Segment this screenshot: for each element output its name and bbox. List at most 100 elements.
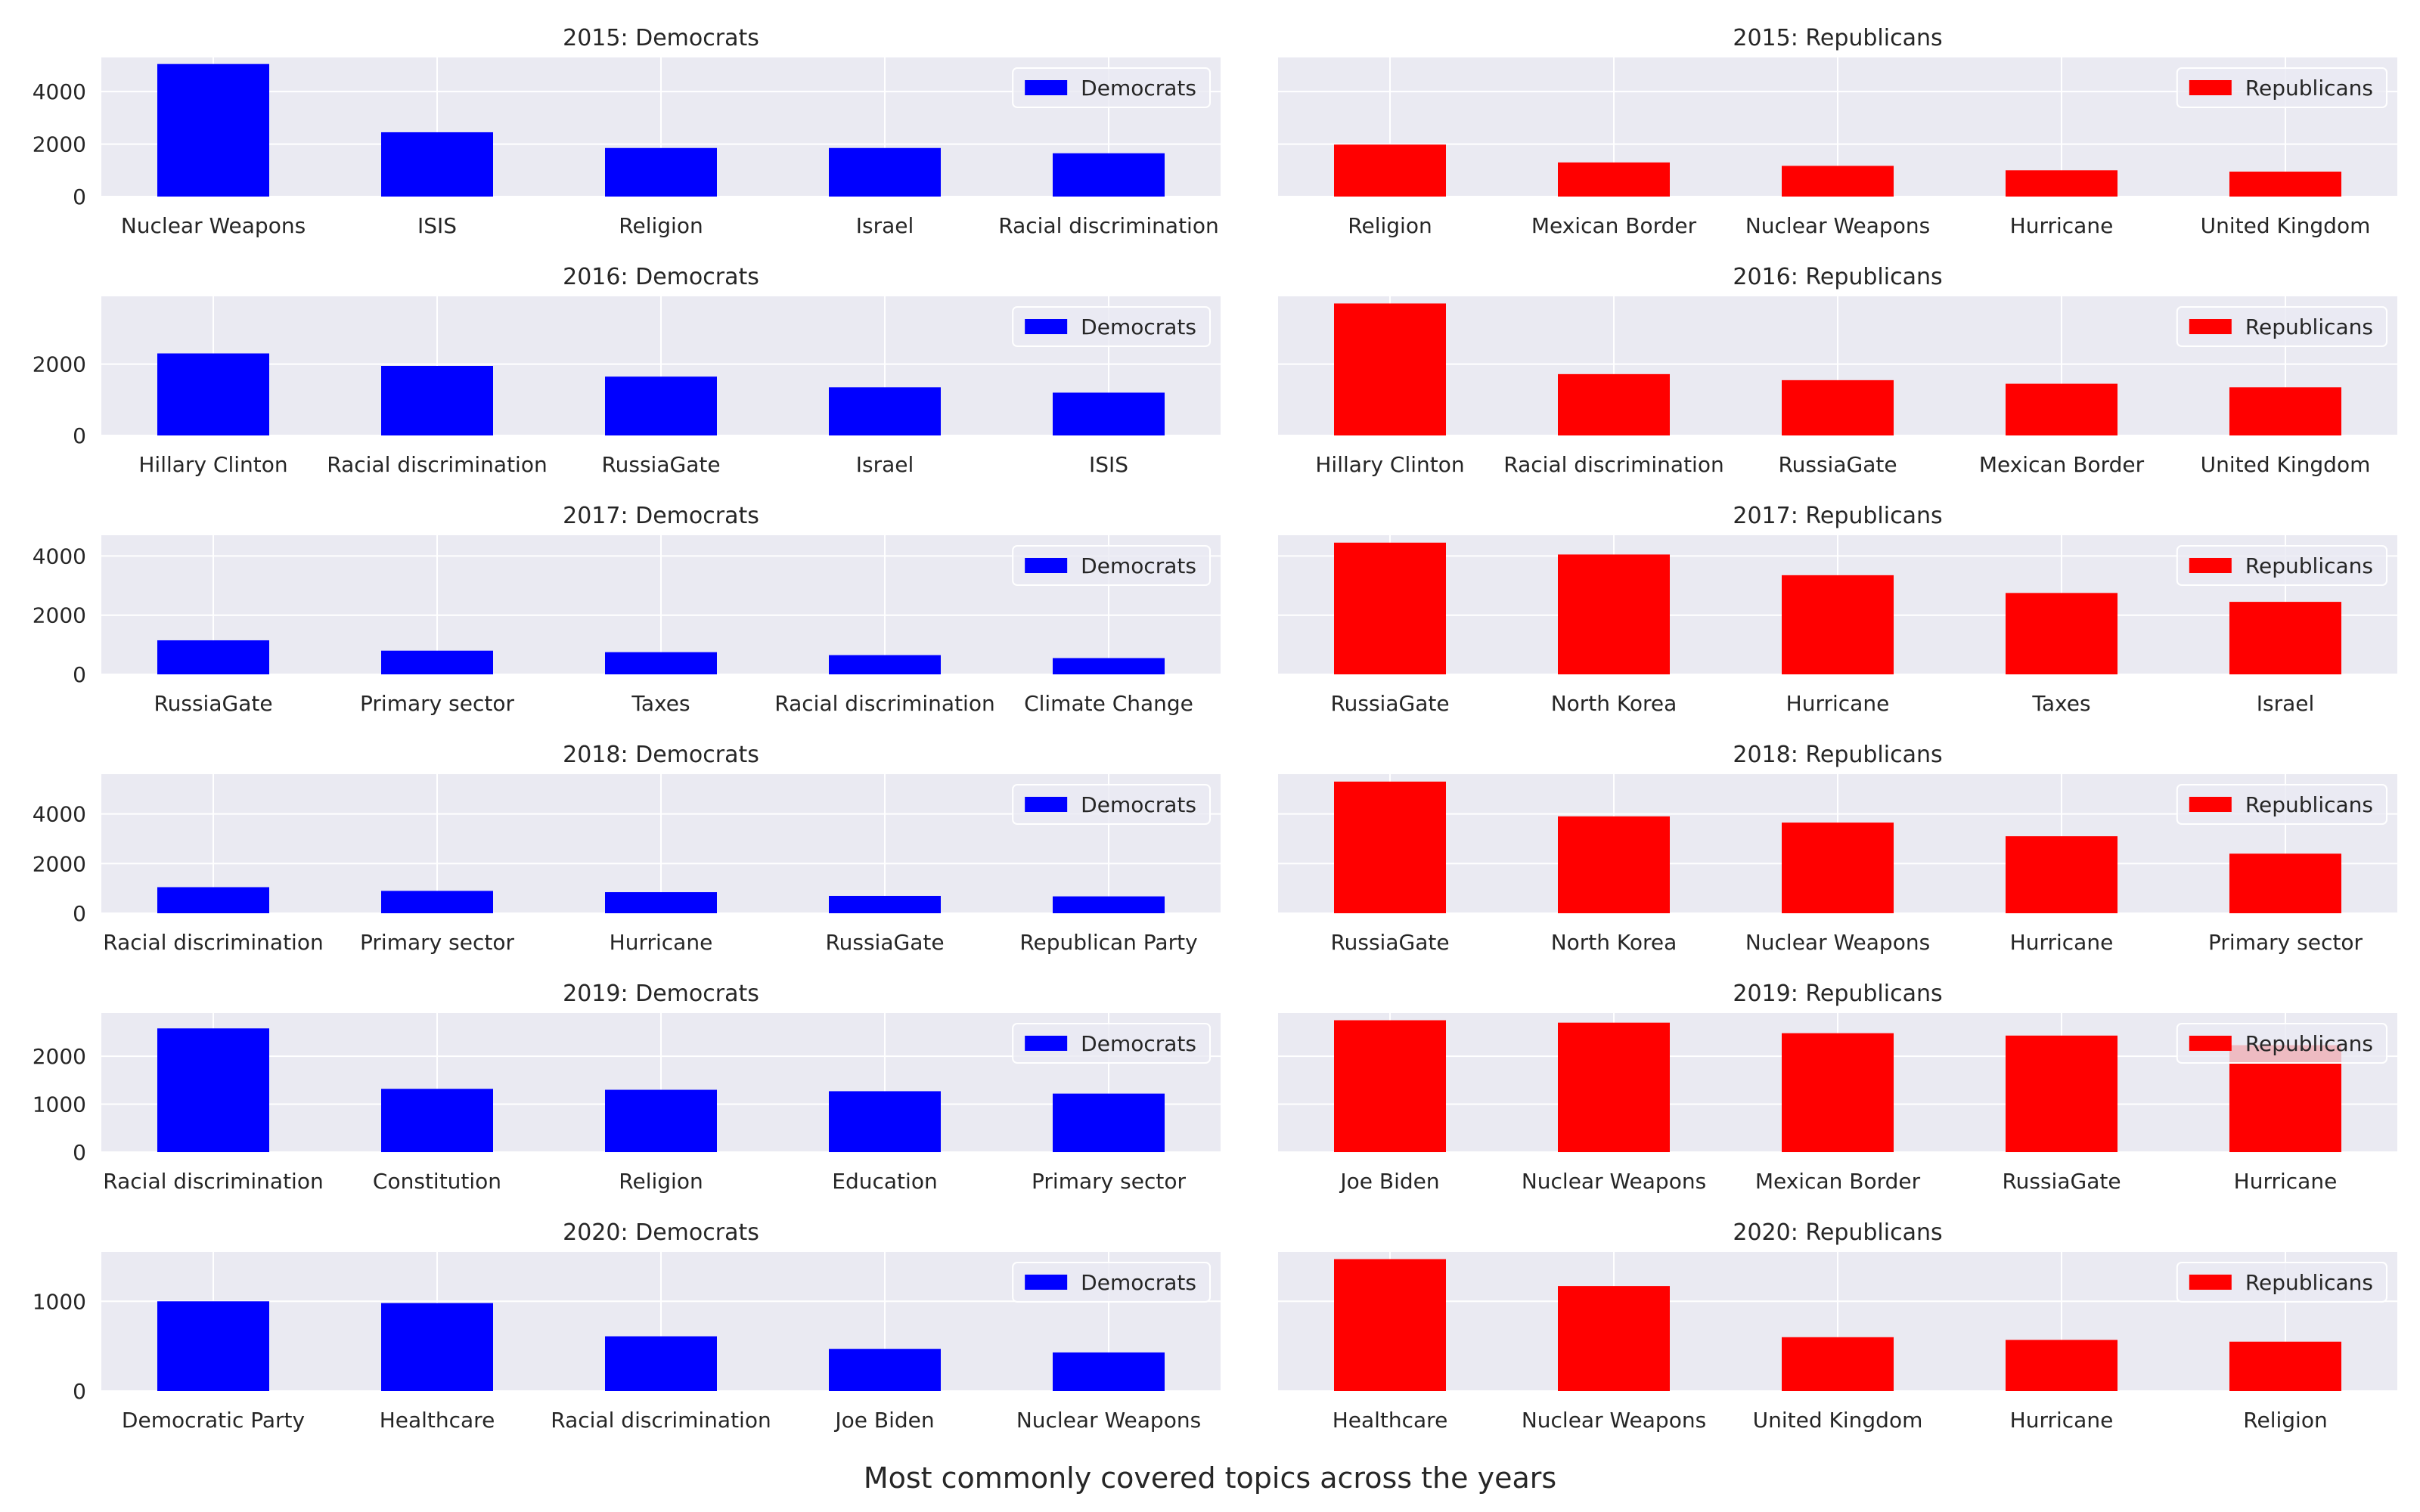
legend-label: Republicans <box>2245 76 2373 101</box>
x-tick-label: RussiaGate <box>601 452 720 477</box>
bar-racial-discrimination <box>829 655 941 674</box>
bar-united-kingdom <box>2229 172 2341 197</box>
legend-box <box>2176 1262 2387 1303</box>
bar-healthcare <box>1334 1259 1446 1391</box>
x-tick-label: Nuclear Weapons <box>121 213 306 238</box>
bar-isis <box>1053 392 1165 435</box>
legend-label: Republicans <box>2245 314 2373 339</box>
x-tick-label: Racial discrimination <box>103 1169 323 1194</box>
bar-russiagate <box>2006 1035 2118 1152</box>
y-tick-label: 1000 <box>33 1289 86 1314</box>
legend-label: Republicans <box>2245 553 2373 578</box>
y-tick-label: 0 <box>73 423 86 448</box>
bar-nuclear-weapons <box>1558 1022 1670 1152</box>
bar-hurricane <box>1782 575 1894 674</box>
x-tick-label: RussiaGate <box>825 930 944 955</box>
x-tick-label: Racial discrimination <box>327 452 547 477</box>
x-tick-label: Hurricane <box>2010 1408 2114 1433</box>
x-tick-label: United Kingdom <box>2201 213 2371 238</box>
bar-hillary-clinton <box>1334 303 1446 435</box>
x-tick-label: Healthcare <box>1333 1408 1448 1433</box>
x-tick-label: Racial discrimination <box>774 691 994 716</box>
bar-republican-party <box>1053 896 1165 913</box>
legend-box <box>1012 67 1211 108</box>
legend: Republicans <box>2176 1023 2387 1064</box>
bar-taxes <box>605 652 717 674</box>
bar-healthcare <box>381 1303 493 1391</box>
x-tick-label: North Korea <box>1551 930 1677 955</box>
x-tick-label: Mexican Border <box>1531 213 1697 238</box>
subplot-2017-republicans: RussiaGate North Korea Hurricane Taxes Israe… <box>1278 503 2397 716</box>
bar-mexican-border <box>1782 1033 1894 1152</box>
x-tick-label: ISIS <box>1089 452 1128 477</box>
bar-nuclear-weapons <box>157 64 269 197</box>
bar-primary-sector <box>2229 854 2341 913</box>
bar-israel <box>829 387 941 435</box>
legend: Democrats <box>1012 545 1211 586</box>
bar-hurricane <box>605 892 717 913</box>
legend-box <box>1012 545 1211 586</box>
legend-box <box>2176 1023 2387 1064</box>
legend: Democrats <box>1012 67 1211 108</box>
bar-hurricane <box>2006 170 2118 197</box>
bar-mexican-border <box>1558 162 1670 197</box>
x-tick-label: Racial discrimination <box>551 1408 771 1433</box>
bar-primary-sector <box>1053 1093 1165 1152</box>
x-tick-label: Racial discrimination <box>998 213 1218 238</box>
bar-hurricane <box>2006 836 2118 913</box>
x-tick-label: North Korea <box>1551 691 1677 716</box>
legend-box <box>1012 1262 1211 1303</box>
x-tick-label: Nuclear Weapons <box>1522 1408 1706 1433</box>
bar-climate-change <box>1053 658 1165 674</box>
bar-nuclear-weapons <box>1053 1352 1165 1391</box>
y-tick-label: 4000 <box>33 79 86 104</box>
x-tick-label: Hillary Clinton <box>138 452 287 477</box>
y-tick-label: 2000 <box>33 851 86 876</box>
bar-constitution <box>381 1089 493 1152</box>
legend: Republicans <box>2176 784 2387 825</box>
bar-primary-sector <box>381 891 493 913</box>
subplot-2017-democrats: 0 2000 4000 RussiaGate Primary sector Taxes Ra… <box>33 503 1221 716</box>
legend-swatch <box>2189 1275 2232 1290</box>
y-tick-label: 0 <box>73 901 86 926</box>
x-tick-label: RussiaGate <box>1330 930 1449 955</box>
x-tick-label: Israel <box>856 452 914 477</box>
legend: Republicans <box>2176 67 2387 108</box>
legend: Republicans <box>2176 1262 2387 1303</box>
bar-russiagate <box>1782 380 1894 435</box>
subplot-title: 2017: Republicans <box>1733 503 1942 529</box>
x-tick-label: Israel <box>856 213 914 238</box>
y-tick-label: 4000 <box>33 544 86 569</box>
subplot-2018-democrats: 0 2000 4000 Racial discrimination Primary se… <box>33 742 1221 955</box>
bar-hurricane <box>2006 1340 2118 1391</box>
x-tick-label: Nuclear Weapons <box>1522 1169 1706 1194</box>
x-tick-label: Religion <box>619 1169 703 1194</box>
legend: Democrats <box>1012 306 1211 347</box>
x-tick-label: Hurricane <box>610 930 713 955</box>
legend-swatch <box>1025 1275 1068 1290</box>
legend-label: Republicans <box>2245 1270 2373 1295</box>
bar-joe-biden <box>829 1349 941 1391</box>
bar-russiagate <box>1334 542 1446 674</box>
x-tick-label: Republican Party <box>1019 930 1197 955</box>
legend-label: Democrats <box>1081 553 1196 578</box>
bar-mexican-border <box>2006 383 2118 435</box>
x-tick-label: Hurricane <box>1786 691 1890 716</box>
bar-russiagate <box>157 640 269 674</box>
bar-nuclear-weapons <box>1782 823 1894 913</box>
bar-north-korea <box>1558 554 1670 674</box>
x-tick-label: Joe Biden <box>1339 1169 1439 1194</box>
bar-primary-sector <box>381 650 493 674</box>
legend-box <box>2176 784 2387 825</box>
x-tick-label: Hillary Clinton <box>1315 452 1464 477</box>
legend-label: Republicans <box>2245 792 2373 817</box>
bar-hillary-clinton <box>157 353 269 435</box>
subplot-2015-democrats: 0 2000 4000 Nuclear Weapons ISIS Religion Isra… <box>33 25 1221 238</box>
bar-democratic-party <box>157 1301 269 1391</box>
bar-racial-discrimination <box>1558 373 1670 435</box>
legend-swatch <box>2189 80 2232 95</box>
legend-swatch <box>1025 558 1068 573</box>
subplot-title: 2020: Republicans <box>1733 1219 1942 1246</box>
legend: Democrats <box>1012 1262 1211 1303</box>
